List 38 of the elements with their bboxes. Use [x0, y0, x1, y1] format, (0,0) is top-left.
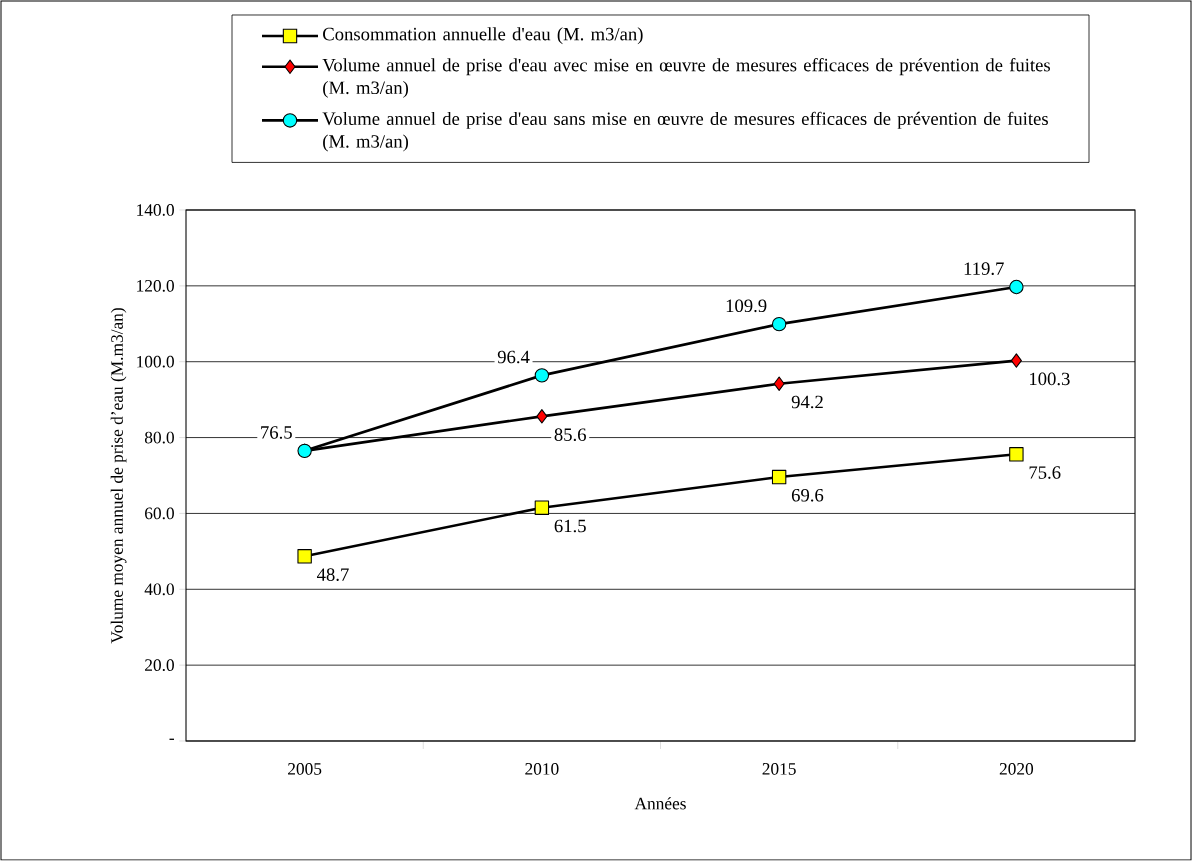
point: [1009, 279, 1024, 295]
y-tick-label: 140.0: [137, 204, 174, 216]
data-label: 61.5: [554, 519, 586, 533]
data-label: 85.6: [554, 428, 586, 442]
data-label: 75.6: [1029, 466, 1061, 479]
data-label: 69.6: [791, 489, 824, 502]
x-tick-label: 2005: [288, 763, 322, 775]
x-tick-label: 2010: [525, 763, 559, 775]
y-tick-label: 40.0: [144, 583, 174, 596]
x-axis-title: Années: [634, 797, 686, 810]
point: [773, 376, 785, 391]
y-tick-label: 120.0: [137, 279, 174, 292]
legend-label: Consommation annuelle d'eau (M. m3/an): [323, 27, 643, 45]
data-label: 76.5: [261, 426, 292, 439]
point: [536, 409, 548, 424]
point: [1010, 353, 1022, 368]
y-tick-label: 60.0: [145, 507, 174, 520]
point: [771, 316, 787, 332]
data-label: 100.3: [1030, 372, 1070, 386]
point: [297, 549, 312, 564]
y-axis-title: Volume moyen annuel de prise d’eau (M.m3/an): [110, 308, 127, 644]
point: [534, 368, 550, 383]
legend-label: Volume annuel de prise d'eau sans mise en œuvre de mesures efficaces de prévention de fuites (M. m3/an): [322, 111, 1048, 152]
data-label: 119.7: [964, 262, 1004, 275]
y-tick-label: -: [169, 738, 174, 740]
point: [534, 500, 550, 515]
x-tick-label: 2020: [999, 763, 1034, 775]
data-label: 94.2: [791, 395, 823, 409]
y-tick-label: 20.0: [145, 659, 174, 672]
legend-label: Volume annuel de prise d'eau avec mise en œuvre de mesures efficaces de prévention de fuites (M. m3/an): [322, 58, 1050, 98]
data-label: 109.9: [726, 299, 767, 313]
point: [771, 469, 787, 485]
y-tick-label: 80.0: [144, 431, 174, 444]
x-tick-label: 2015: [762, 763, 796, 775]
point: [1009, 447, 1024, 462]
data-label: 48.7: [316, 568, 349, 581]
data-label: 96.4: [497, 350, 530, 364]
y-tick-label: 100.0: [137, 355, 174, 368]
